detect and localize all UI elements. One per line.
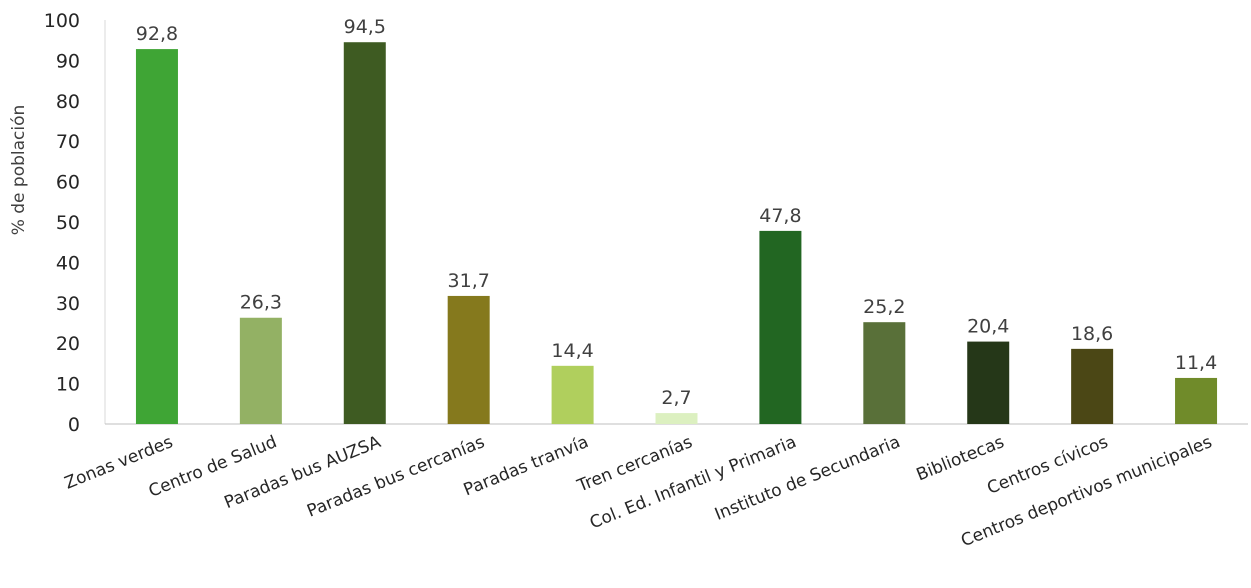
y-tick-label: 90 — [56, 50, 80, 72]
data-label: 11,4 — [1175, 352, 1217, 374]
bar — [967, 341, 1010, 424]
bar — [1071, 348, 1114, 424]
bar — [1175, 377, 1218, 424]
category-label: Paradas bus cercanías — [304, 432, 487, 522]
bar — [239, 317, 282, 424]
y-tick-label: 30 — [56, 293, 80, 315]
y-tick-label: 100 — [44, 10, 80, 32]
data-label: 18,6 — [1071, 323, 1113, 345]
data-label: 2,7 — [661, 387, 691, 409]
data-label: 31,7 — [448, 270, 490, 292]
data-label: 25,2 — [863, 296, 905, 318]
y-tick-label: 80 — [56, 91, 80, 113]
bar — [551, 365, 594, 424]
data-label: 92,8 — [136, 23, 178, 45]
y-tick-label: 20 — [56, 333, 80, 355]
y-tick-label: 70 — [56, 131, 80, 153]
bar — [863, 322, 906, 424]
data-label: 94,5 — [344, 16, 386, 38]
y-tick-label: 40 — [56, 252, 80, 274]
y-tick-label: 0 — [68, 414, 80, 436]
bars — [135, 42, 1218, 424]
data-label: 20,4 — [967, 316, 1009, 338]
bar — [343, 42, 386, 424]
data-label: 26,3 — [240, 292, 282, 314]
value-labels: 92,8 26,3 94,5 31,7 14,4 2,7 47,8 25,2 20,4 18,6 1… — [136, 16, 1217, 409]
data-label: 14,4 — [551, 340, 593, 362]
y-tick-label: 60 — [56, 172, 80, 194]
y-tick-label: 10 — [56, 374, 80, 396]
category-label: Instituto de Secundaria — [712, 432, 903, 525]
y-axis-ticks: 0 10 20 30 40 50 60 70 80 90 100 — [44, 10, 80, 436]
y-tick-label: 50 — [56, 212, 80, 234]
y-axis-title: % de población — [9, 105, 29, 236]
bar — [655, 413, 698, 424]
bar — [135, 49, 178, 424]
bar — [447, 295, 490, 424]
bar — [759, 230, 802, 424]
data-label: 47,8 — [759, 205, 801, 227]
